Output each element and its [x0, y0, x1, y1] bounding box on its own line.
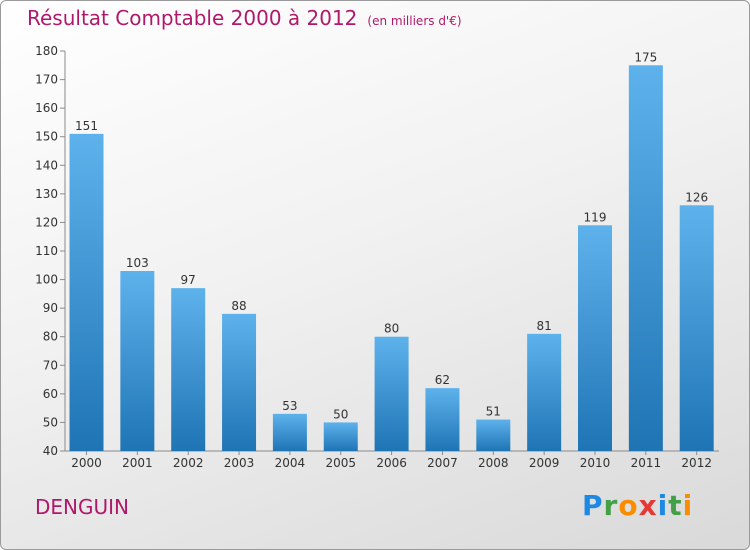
data-label: 81 [537, 319, 552, 333]
y-tick-label: 140 [35, 158, 58, 172]
logo-letter: r [603, 489, 619, 522]
y-tick-label: 130 [35, 187, 58, 201]
bar-2003 [222, 313, 257, 451]
x-tick-label: 2011 [631, 456, 662, 470]
y-tick-label: 110 [35, 244, 58, 258]
data-label: 126 [685, 190, 708, 204]
data-label: 151 [75, 119, 98, 133]
bar-2010 [578, 225, 612, 451]
bar-2007 [425, 388, 460, 451]
x-tick-label: 2001 [122, 456, 153, 470]
x-tick-label: 2000 [71, 456, 102, 470]
data-label: 175 [634, 50, 657, 64]
y-tick-label: 70 [43, 358, 58, 372]
logo-letter: t [668, 489, 683, 522]
data-label: 62 [435, 373, 450, 387]
y-tick-label: 180 [35, 44, 58, 58]
bar-2009 [527, 333, 562, 451]
bar-2002 [171, 288, 206, 451]
bar-2004 [272, 413, 307, 451]
data-label: 97 [181, 273, 196, 287]
logo-letter: P [582, 489, 604, 522]
y-tick-label: 60 [43, 387, 58, 401]
bar-2005 [323, 422, 358, 451]
data-label: 53 [282, 399, 297, 413]
logo-letter: i [682, 489, 694, 522]
y-tick-label: 40 [43, 444, 58, 458]
y-tick-label: 170 [35, 73, 58, 87]
data-label: 103 [126, 256, 149, 270]
y-tick-label: 50 [43, 415, 58, 429]
x-tick-label: 2002 [173, 456, 204, 470]
data-label: 51 [486, 405, 501, 419]
logo-letter: x [638, 489, 658, 522]
data-label: 88 [231, 299, 246, 313]
y-tick-label: 150 [35, 130, 58, 144]
title-text: Résultat Comptable 2000 à 2012 [27, 6, 358, 30]
proxiti-logo: Proxiti [582, 489, 693, 522]
x-tick-label: 2008 [478, 456, 509, 470]
logo-letter: o [618, 489, 639, 522]
bars [69, 65, 714, 452]
y-tick-label: 120 [35, 215, 58, 229]
commune-name: DENGUIN [35, 495, 129, 519]
x-tick-label: 2010 [580, 456, 611, 470]
data-label: 119 [584, 210, 607, 224]
y-tick-label: 100 [35, 273, 58, 287]
y-tick-label: 160 [35, 101, 58, 115]
chart-subtitle: (en milliers d'€) [367, 14, 462, 28]
y-tick-label: 90 [43, 301, 58, 315]
bar-2000 [69, 133, 104, 451]
x-tick-label: 2009 [529, 456, 560, 470]
bar-2001 [120, 271, 155, 451]
bar-2008 [476, 419, 511, 451]
bar-2006 [374, 336, 409, 451]
bar-2011 [628, 65, 663, 452]
chart-title: Résultat Comptable 2000 à 2012 (en millie… [27, 6, 462, 30]
x-tick-label: 2012 [681, 456, 712, 470]
labels: 2000 151 2001 103 2002 97 2003 88 2004 53 2005 50 20… [71, 50, 712, 470]
data-label: 80 [384, 322, 399, 336]
axes: 40 50 60 70 80 90 100 110 120 130 140 150 160 170 180 [35, 44, 719, 458]
x-tick-label: 2007 [427, 456, 458, 470]
y-tick-label: 80 [43, 330, 58, 344]
logo-letter: i [657, 489, 669, 522]
x-tick-label: 2004 [275, 456, 306, 470]
x-tick-label: 2006 [376, 456, 407, 470]
x-tick-label: 2005 [325, 456, 356, 470]
x-tick-label: 2003 [224, 456, 255, 470]
bar-2012 [679, 205, 714, 451]
data-label: 50 [333, 407, 348, 421]
